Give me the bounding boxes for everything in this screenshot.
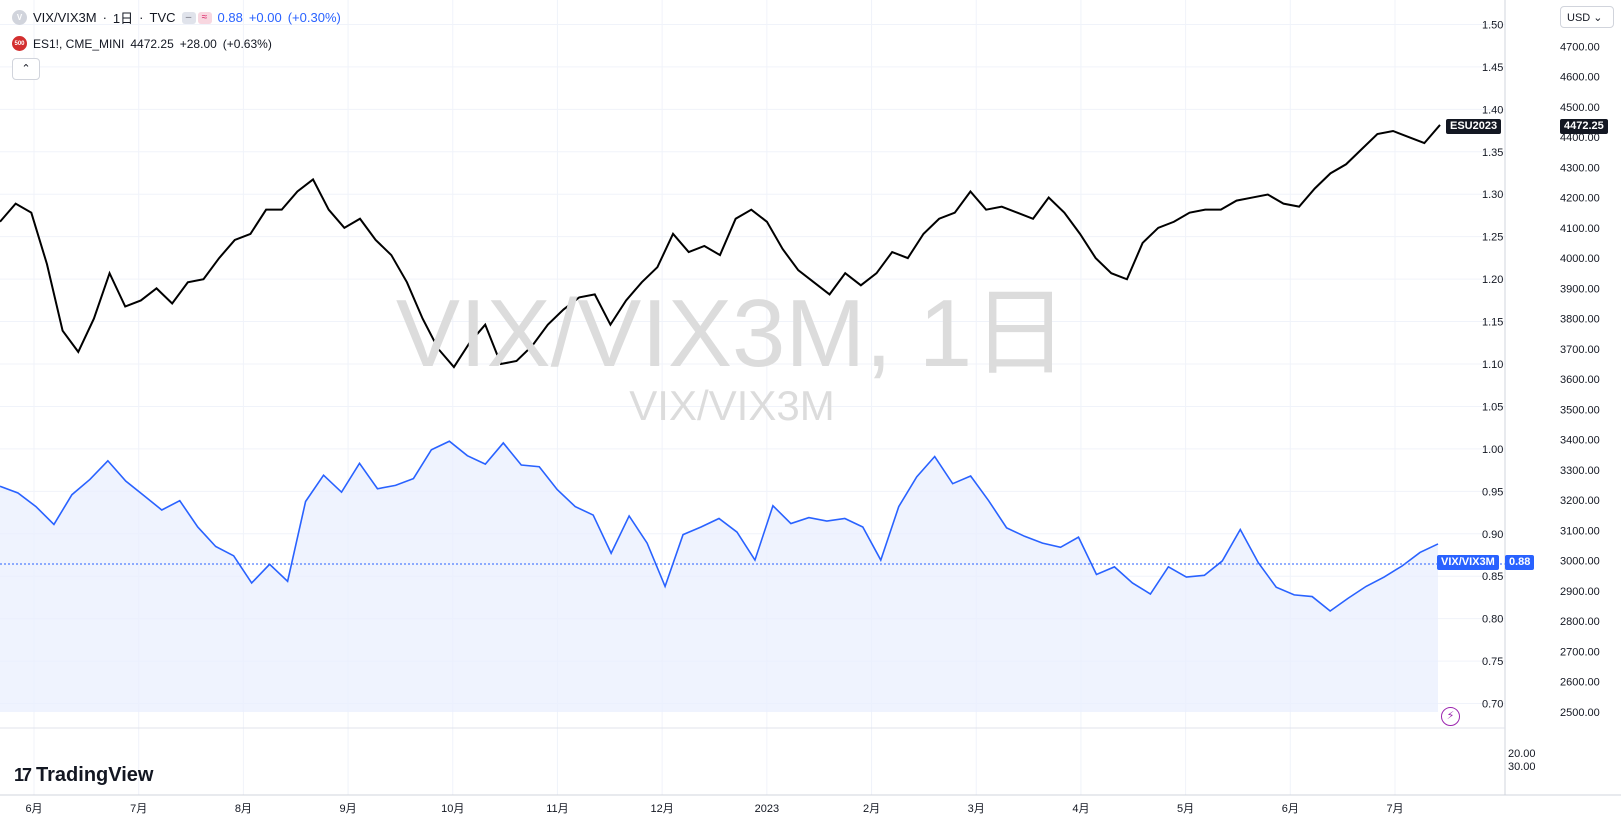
left-axis-tick-label: 0.80 [1482,614,1503,626]
sp500-icon: 500 [12,36,27,51]
left-axis-tick-label: 1.45 [1482,62,1503,74]
legend-symbol[interactable]: VIX/VIX3M [33,10,97,25]
right-axis-tick-label: 4300.00 [1560,162,1600,174]
legend-es-last: 4472.25 [130,36,174,51]
legend-es-symbol[interactable]: ES1!, CME_MINI [33,36,125,51]
legend-es-change-pct: (+0.63%) [222,36,272,51]
legend-change: +0.00 [248,10,282,25]
right-axis-tick-label: 2700.00 [1560,646,1600,658]
right-axis-tick-label: 3500.00 [1560,404,1600,416]
right-axis-tick-label: 3800.00 [1560,314,1600,326]
right-axis-tick-label: 4100.00 [1560,223,1600,235]
right-axis-tick-label: 3600.00 [1560,374,1600,386]
left-price-axis[interactable]: 1.50 1.45 1.40 1.35 1.30 1.25 1.20 1.15 1.10 1.05… [1482,19,1503,710]
left-axis-tick-label: 1.00 [1482,444,1503,456]
legend-source[interactable]: TVC [149,10,176,25]
vix-series-name-tag: VIX/VIX3M [1437,555,1499,570]
legend-es-change: +28.00 [179,36,217,51]
lower-pane-tick-label: 30.00 [1508,761,1536,773]
tradingview-logo-icon: 17 [14,765,32,785]
vix-series-area [0,441,1438,712]
left-axis-tick-label: 0.75 [1482,656,1503,668]
left-axis-tick-label: 1.40 [1482,104,1503,116]
time-tick-label: 4月 [1072,803,1089,815]
legend-change-pct: (+0.30%) [287,10,341,25]
right-axis-tick-label: 3200.00 [1560,495,1600,507]
time-tick-label: 5月 [1177,803,1194,815]
right-axis-tick-label: 2600.00 [1560,677,1600,689]
compare-series-legend[interactable]: 500 ES1!, CME_MINI 4472.25 +28.00 (+0.63… [12,36,272,51]
time-tick-label: 7月 [1386,803,1403,815]
chevron-up-icon: ⌃ [21,63,31,75]
es-series-name-tag: ESU2023 [1446,119,1502,134]
legend-separator: · [139,10,144,25]
left-axis-tick-label: 0.85 [1482,571,1503,583]
tradingview-logo-text: TradingView [36,764,154,786]
left-axis-tick-label: 0.95 [1482,486,1503,498]
vix-price-label: 0.88 [1505,555,1535,570]
time-tick-label: 10月 [441,803,464,815]
right-axis-tick-label: 4700.00 [1560,41,1600,53]
left-axis-tick-label: 1.30 [1482,189,1503,201]
right-axis-tick-label: 2900.00 [1560,586,1600,598]
vix-series-line [0,440,1439,612]
left-axis-tick-label: 0.70 [1482,699,1503,711]
right-axis-tick-label: 3700.00 [1560,344,1600,356]
time-tick-label: 6月 [25,803,42,815]
right-axis-tick-label: 4600.00 [1560,72,1600,84]
time-tick-label: 2月 [863,803,880,815]
main-series-legend[interactable]: V VIX/VIX3M · 1日 · TVC – ≈ 0.88 +0.00 (+… [12,8,341,27]
es-price-label: 4472.25 [1560,119,1608,134]
right-axis-tick-label: 3300.00 [1560,465,1600,477]
right-axis-tick-label: 4500.00 [1560,102,1600,114]
right-axis-tick-label: 4000.00 [1560,253,1600,265]
right-axis-tick-label: 4400.00 [1560,132,1600,144]
left-axis-tick-label: 1.50 [1482,19,1503,31]
right-axis-tick-label: 3900.00 [1560,283,1600,295]
left-axis-tick-label: 1.15 [1482,317,1503,329]
right-price-axis[interactable]: 4700.00 4600.00 4500.00 4400.00 4300.00 4200.… [1560,41,1600,719]
lightning-icon[interactable]: ⚡ [1441,707,1460,726]
left-axis-tick-label: 1.05 [1482,401,1503,413]
legend-last-value: 0.88 [217,10,243,25]
left-axis-tick-label: 1.25 [1482,232,1503,244]
collapse-legend-button[interactable]: ⌃ [12,58,40,80]
right-axis-tick-label: 2500.00 [1560,707,1600,719]
left-axis-tick-label: 1.20 [1482,274,1503,286]
time-tick-label: 7月 [130,803,147,815]
left-axis-tick-label: 1.35 [1482,147,1503,159]
time-tick-label: 12月 [651,803,674,815]
right-axis-tick-label: 3400.00 [1560,435,1600,447]
legend-interval[interactable]: 1日 [112,11,134,26]
time-tick-label: 9月 [340,803,357,815]
currency-selector[interactable]: USD ⌄ [1560,6,1614,28]
data-delay-icon[interactable]: ≈ [197,11,212,24]
legend-separator: · [102,10,107,25]
right-axis-tick-label: 3000.00 [1560,556,1600,568]
tradingview-logo[interactable]: 17 TradingView [14,764,153,787]
left-axis-tick-label: 1.10 [1482,359,1503,371]
market-status-icon[interactable]: – [181,11,196,24]
right-axis-tick-label: 2800.00 [1560,616,1600,628]
lower-pane-tick-label: 20.00 [1508,748,1536,760]
right-axis-tick-label: 3100.00 [1560,525,1600,537]
vix-symbol-icon: V [12,10,27,25]
left-axis-tick-label: 0.90 [1482,529,1503,541]
time-tick-label: 8月 [235,803,252,815]
es-series-line [0,124,1441,369]
time-tick-label: 2023 [755,803,779,815]
time-tick-label: 6月 [1282,803,1299,815]
right-axis-tick-label: 4200.00 [1560,193,1600,205]
time-tick-label: 11月 [546,803,568,815]
time-axis[interactable]: 6月 7月 8月 9月 10月 11月 12月 2023 2月 3月 4月 5月 6月 7月 [25,803,1403,815]
time-tick-label: 3月 [968,803,985,815]
